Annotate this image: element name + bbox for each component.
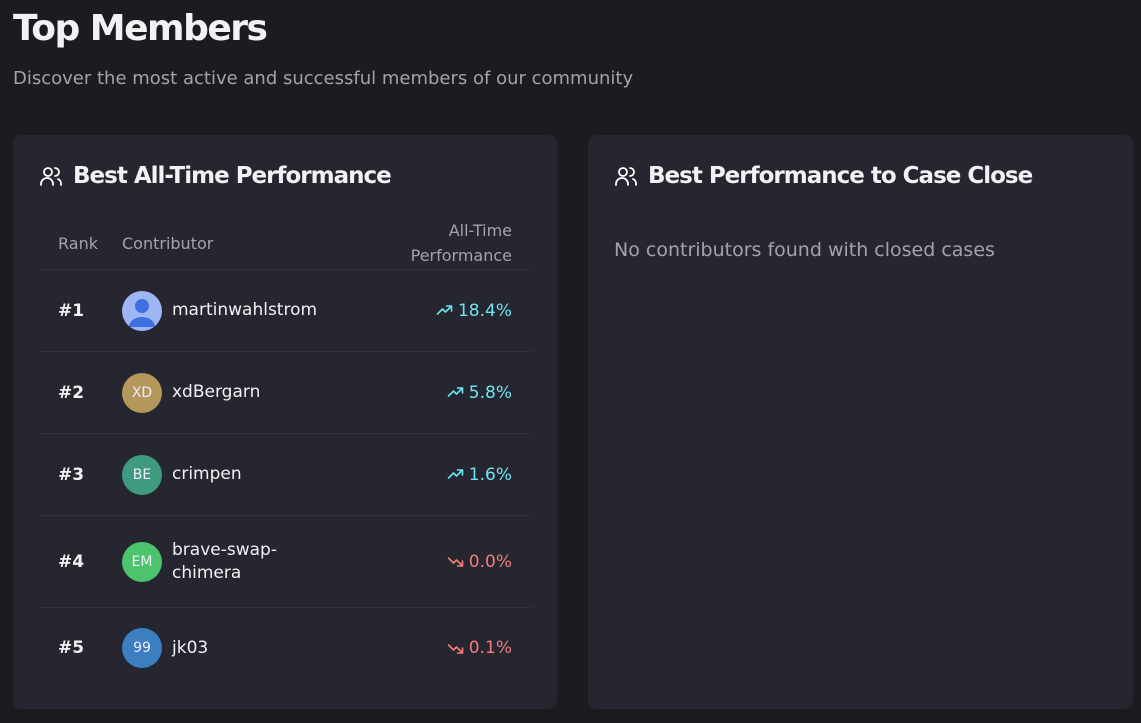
table-row: #5 99 jk03 0.1%: [40, 608, 532, 688]
avatar: [122, 290, 162, 331]
table-row: #3 BE crimpen 1.6%: [40, 434, 532, 516]
performance-value: 5.8%: [468, 382, 512, 403]
table-row: #2 XD xdBergarn 5.8%: [40, 352, 532, 434]
avatar: 99: [122, 628, 162, 668]
column-header: Contributor: [122, 233, 214, 253]
rank: #5: [58, 638, 85, 658]
contributor-name: martinwahlstrom: [172, 300, 318, 320]
panel-header: Best Performance to Case Close: [614, 163, 1033, 189]
avatar: XD: [122, 372, 162, 413]
contributor: BE crimpen: [122, 454, 362, 495]
empty-message: No contributors found with closed cases: [614, 239, 995, 261]
column-header: All-Time Performance: [410, 221, 512, 265]
panel-title: Best All-Time Performance: [73, 163, 392, 189]
table: Rank Contributor All-Time Performance #1…: [40, 217, 532, 688]
users-icon: [40, 167, 62, 186]
users-icon: [615, 167, 637, 186]
performance: 1.6%: [362, 465, 532, 485]
panel-header: Best All-Time Performance: [39, 163, 392, 189]
contributor-name: jk03: [172, 637, 209, 658]
contributor: martinwahlstrom: [122, 290, 362, 331]
performance: 0.1%: [362, 638, 532, 658]
avatar-image: [129, 298, 155, 327]
table-row: #1 martinwahlstrom 18.4%: [40, 270, 532, 352]
trend-icon: [447, 557, 464, 567]
performance: 18.4%: [362, 301, 532, 321]
performance-value: 18.4%: [457, 300, 512, 321]
table-row: #4 EM brave-swap-chimera 0.0%: [40, 516, 532, 608]
trend-icon: [447, 469, 464, 479]
panel: Best All-Time Performance Rank Contribut…: [13, 135, 557, 709]
contributor: 99 jk03: [122, 628, 362, 668]
contributor-name: brave-swap-chimera: [172, 539, 277, 583]
performance-value: 1.6%: [468, 464, 512, 485]
trend-icon: [436, 305, 453, 315]
column-header: Rank: [58, 233, 98, 253]
panel-title: Best Performance to Case Close: [648, 163, 1033, 189]
rank: #3: [58, 464, 85, 485]
panel: Best Performance to Case Close No contri…: [588, 135, 1133, 709]
avatar: BE: [122, 454, 162, 495]
rank: #2: [58, 382, 85, 403]
page-subtitle: Discover the most active and successful …: [13, 68, 634, 89]
contributor-name: crimpen: [172, 464, 242, 484]
page-title: Top Members: [13, 8, 268, 49]
performance: 0.0%: [362, 552, 532, 572]
contributor: EM brave-swap-chimera: [122, 539, 362, 585]
trend-icon: [447, 387, 464, 397]
table-header: Rank Contributor All-Time Performance: [40, 217, 532, 270]
contributor: XD xdBergarn: [122, 372, 362, 413]
performance: 5.8%: [362, 383, 532, 403]
contributor-name: xdBergarn: [172, 382, 261, 402]
performance-value: 0.0%: [468, 551, 512, 572]
trend-icon: [447, 643, 464, 654]
rank: #1: [58, 300, 85, 321]
performance-value: 0.1%: [468, 638, 512, 658]
avatar: EM: [122, 541, 162, 582]
rank: #4: [58, 551, 85, 572]
